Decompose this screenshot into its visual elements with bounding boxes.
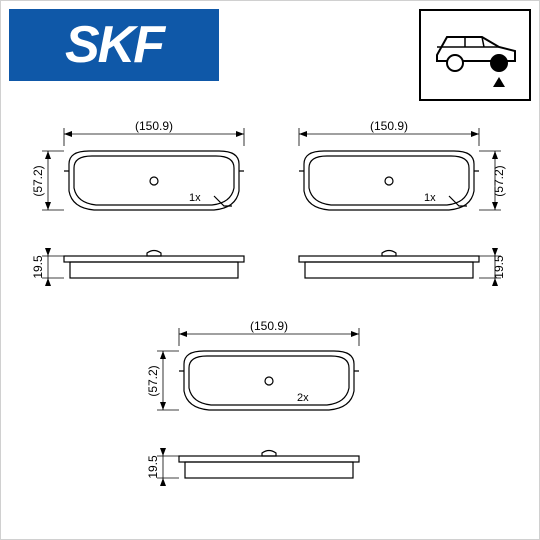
brake-pad-bottom: (150.9) (57.2) 2x (146, 319, 359, 410)
brake-pad-side-left: 19.5 (31, 248, 244, 286)
height-dim: (57.2) (492, 165, 506, 196)
height-dim: (57.2) (146, 365, 160, 396)
brand-logo: SKF (9, 9, 219, 81)
width-dim: (150.9) (370, 121, 408, 133)
technical-drawing: (150.9) (57.2) 1x (150.9) (57.2) (9, 121, 531, 531)
brake-pad-side-right: 19.5 (299, 248, 506, 286)
install-position-icon (419, 9, 531, 101)
thickness-dim: 19.5 (492, 255, 506, 279)
qty-label: 1x (424, 192, 436, 204)
thickness-dim: 19.5 (31, 255, 45, 279)
brake-pad-top-right: (150.9) (57.2) 1x (299, 121, 506, 210)
height-dim: (57.2) (31, 165, 45, 196)
width-dim: (150.9) (135, 121, 173, 133)
qty-label: 2x (297, 392, 309, 404)
brake-pad-bottom-side: 19.5 (146, 448, 359, 486)
brand-name: SKF (65, 15, 163, 75)
qty-label: 1x (189, 192, 201, 204)
thickness-dim: 19.5 (146, 455, 160, 479)
brake-pad-top-left: (150.9) (57.2) 1x (31, 121, 244, 210)
width-dim: (150.9) (250, 319, 288, 333)
